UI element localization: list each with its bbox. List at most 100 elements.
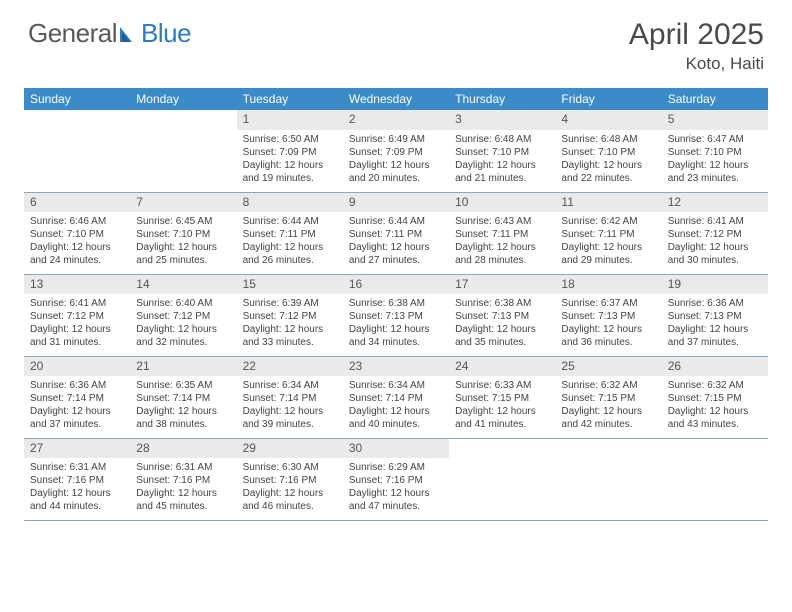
day-details: Sunrise: 6:36 AMSunset: 7:13 PMDaylight:… bbox=[662, 294, 768, 353]
weekday-header: Monday bbox=[130, 88, 236, 110]
daylight-line: Daylight: 12 hours and 30 minutes. bbox=[668, 241, 762, 267]
daylight-line: Daylight: 12 hours and 37 minutes. bbox=[668, 323, 762, 349]
sunrise-line: Sunrise: 6:46 AM bbox=[30, 215, 124, 228]
day-details: Sunrise: 6:32 AMSunset: 7:15 PMDaylight:… bbox=[555, 376, 661, 435]
daylight-line: Daylight: 12 hours and 40 minutes. bbox=[349, 405, 443, 431]
calendar-cell: 7Sunrise: 6:45 AMSunset: 7:10 PMDaylight… bbox=[130, 192, 236, 274]
calendar-cell: 10Sunrise: 6:43 AMSunset: 7:11 PMDayligh… bbox=[449, 192, 555, 274]
calendar-cell: 11Sunrise: 6:42 AMSunset: 7:11 PMDayligh… bbox=[555, 192, 661, 274]
calendar-cell: 25Sunrise: 6:32 AMSunset: 7:15 PMDayligh… bbox=[555, 356, 661, 438]
calendar-cell: 16Sunrise: 6:38 AMSunset: 7:13 PMDayligh… bbox=[343, 274, 449, 356]
day-details: Sunrise: 6:47 AMSunset: 7:10 PMDaylight:… bbox=[662, 130, 768, 189]
day-details: Sunrise: 6:41 AMSunset: 7:12 PMDaylight:… bbox=[24, 294, 130, 353]
calendar-week-row: 6Sunrise: 6:46 AMSunset: 7:10 PMDaylight… bbox=[24, 192, 768, 274]
day-details: Sunrise: 6:44 AMSunset: 7:11 PMDaylight:… bbox=[343, 212, 449, 271]
day-details: Sunrise: 6:48 AMSunset: 7:10 PMDaylight:… bbox=[449, 130, 555, 189]
sunrise-line: Sunrise: 6:48 AM bbox=[561, 133, 655, 146]
weekday-header: Sunday bbox=[24, 88, 130, 110]
month-title: April 2025 bbox=[629, 18, 764, 52]
daylight-line: Daylight: 12 hours and 25 minutes. bbox=[136, 241, 230, 267]
sunrise-line: Sunrise: 6:45 AM bbox=[136, 215, 230, 228]
day-details: Sunrise: 6:46 AMSunset: 7:10 PMDaylight:… bbox=[24, 212, 130, 271]
daylight-line: Daylight: 12 hours and 19 minutes. bbox=[243, 159, 337, 185]
calendar-cell: 26Sunrise: 6:32 AMSunset: 7:15 PMDayligh… bbox=[662, 356, 768, 438]
calendar-cell: 4Sunrise: 6:48 AMSunset: 7:10 PMDaylight… bbox=[555, 110, 661, 192]
sunset-line: Sunset: 7:14 PM bbox=[30, 392, 124, 405]
daylight-line: Daylight: 12 hours and 31 minutes. bbox=[30, 323, 124, 349]
calendar-cell: 6Sunrise: 6:46 AMSunset: 7:10 PMDaylight… bbox=[24, 192, 130, 274]
sunrise-line: Sunrise: 6:48 AM bbox=[455, 133, 549, 146]
sunrise-line: Sunrise: 6:41 AM bbox=[30, 297, 124, 310]
calendar-cell: 17Sunrise: 6:38 AMSunset: 7:13 PMDayligh… bbox=[449, 274, 555, 356]
calendar-cell: 29Sunrise: 6:30 AMSunset: 7:16 PMDayligh… bbox=[237, 438, 343, 520]
day-number: 24 bbox=[449, 357, 555, 377]
day-details: Sunrise: 6:30 AMSunset: 7:16 PMDaylight:… bbox=[237, 458, 343, 517]
sunset-line: Sunset: 7:12 PM bbox=[668, 228, 762, 241]
calendar-body: 1Sunrise: 6:50 AMSunset: 7:09 PMDaylight… bbox=[24, 110, 768, 520]
brand-logo: GeneralBlue bbox=[28, 18, 191, 51]
sunset-line: Sunset: 7:10 PM bbox=[455, 146, 549, 159]
day-number: 27 bbox=[24, 439, 130, 459]
day-number: 16 bbox=[343, 275, 449, 295]
calendar-week-row: 13Sunrise: 6:41 AMSunset: 7:12 PMDayligh… bbox=[24, 274, 768, 356]
day-details: Sunrise: 6:31 AMSunset: 7:16 PMDaylight:… bbox=[130, 458, 236, 517]
calendar-cell bbox=[24, 110, 130, 192]
calendar-cell: 27Sunrise: 6:31 AMSunset: 7:16 PMDayligh… bbox=[24, 438, 130, 520]
daylight-line: Daylight: 12 hours and 28 minutes. bbox=[455, 241, 549, 267]
sunrise-line: Sunrise: 6:32 AM bbox=[561, 379, 655, 392]
calendar-cell bbox=[662, 438, 768, 520]
day-number: 30 bbox=[343, 439, 449, 459]
sunrise-line: Sunrise: 6:41 AM bbox=[668, 215, 762, 228]
calendar-cell: 1Sunrise: 6:50 AMSunset: 7:09 PMDaylight… bbox=[237, 110, 343, 192]
day-details: Sunrise: 6:38 AMSunset: 7:13 PMDaylight:… bbox=[343, 294, 449, 353]
day-number: 14 bbox=[130, 275, 236, 295]
brand-part1: General bbox=[28, 18, 117, 48]
day-details: Sunrise: 6:35 AMSunset: 7:14 PMDaylight:… bbox=[130, 376, 236, 435]
day-number: 28 bbox=[130, 439, 236, 459]
calendar-cell: 12Sunrise: 6:41 AMSunset: 7:12 PMDayligh… bbox=[662, 192, 768, 274]
sunset-line: Sunset: 7:15 PM bbox=[668, 392, 762, 405]
sunrise-line: Sunrise: 6:49 AM bbox=[349, 133, 443, 146]
day-details: Sunrise: 6:40 AMSunset: 7:12 PMDaylight:… bbox=[130, 294, 236, 353]
weekday-header: Wednesday bbox=[343, 88, 449, 110]
weekday-header: Friday bbox=[555, 88, 661, 110]
sunset-line: Sunset: 7:15 PM bbox=[561, 392, 655, 405]
day-details: Sunrise: 6:34 AMSunset: 7:14 PMDaylight:… bbox=[237, 376, 343, 435]
sunrise-line: Sunrise: 6:34 AM bbox=[243, 379, 337, 392]
sunset-line: Sunset: 7:14 PM bbox=[349, 392, 443, 405]
day-details: Sunrise: 6:41 AMSunset: 7:12 PMDaylight:… bbox=[662, 212, 768, 271]
sunrise-line: Sunrise: 6:38 AM bbox=[455, 297, 549, 310]
daylight-line: Daylight: 12 hours and 35 minutes. bbox=[455, 323, 549, 349]
day-number: 4 bbox=[555, 110, 661, 130]
daylight-line: Daylight: 12 hours and 32 minutes. bbox=[136, 323, 230, 349]
calendar-cell: 24Sunrise: 6:33 AMSunset: 7:15 PMDayligh… bbox=[449, 356, 555, 438]
sunset-line: Sunset: 7:12 PM bbox=[136, 310, 230, 323]
day-number: 2 bbox=[343, 110, 449, 130]
weekday-header: Thursday bbox=[449, 88, 555, 110]
sunrise-line: Sunrise: 6:38 AM bbox=[349, 297, 443, 310]
day-details: Sunrise: 6:33 AMSunset: 7:15 PMDaylight:… bbox=[449, 376, 555, 435]
day-details: Sunrise: 6:32 AMSunset: 7:15 PMDaylight:… bbox=[662, 376, 768, 435]
sunrise-line: Sunrise: 6:34 AM bbox=[349, 379, 443, 392]
calendar-week-row: 27Sunrise: 6:31 AMSunset: 7:16 PMDayligh… bbox=[24, 438, 768, 520]
day-number: 6 bbox=[24, 193, 130, 213]
day-details: Sunrise: 6:29 AMSunset: 7:16 PMDaylight:… bbox=[343, 458, 449, 517]
daylight-line: Daylight: 12 hours and 47 minutes. bbox=[349, 487, 443, 513]
daylight-line: Daylight: 12 hours and 22 minutes. bbox=[561, 159, 655, 185]
calendar-cell: 30Sunrise: 6:29 AMSunset: 7:16 PMDayligh… bbox=[343, 438, 449, 520]
page-header: GeneralBlue April 2025 Koto, Haiti bbox=[0, 0, 792, 80]
sunrise-line: Sunrise: 6:37 AM bbox=[561, 297, 655, 310]
sunrise-line: Sunrise: 6:30 AM bbox=[243, 461, 337, 474]
day-number: 5 bbox=[662, 110, 768, 130]
sunrise-line: Sunrise: 6:32 AM bbox=[668, 379, 762, 392]
sunset-line: Sunset: 7:13 PM bbox=[455, 310, 549, 323]
daylight-line: Daylight: 12 hours and 41 minutes. bbox=[455, 405, 549, 431]
sunrise-line: Sunrise: 6:43 AM bbox=[455, 215, 549, 228]
day-number: 1 bbox=[237, 110, 343, 130]
calendar-head: SundayMondayTuesdayWednesdayThursdayFrid… bbox=[24, 88, 768, 110]
sunrise-line: Sunrise: 6:47 AM bbox=[668, 133, 762, 146]
daylight-line: Daylight: 12 hours and 38 minutes. bbox=[136, 405, 230, 431]
day-number: 10 bbox=[449, 193, 555, 213]
calendar-cell: 22Sunrise: 6:34 AMSunset: 7:14 PMDayligh… bbox=[237, 356, 343, 438]
day-number: 23 bbox=[343, 357, 449, 377]
